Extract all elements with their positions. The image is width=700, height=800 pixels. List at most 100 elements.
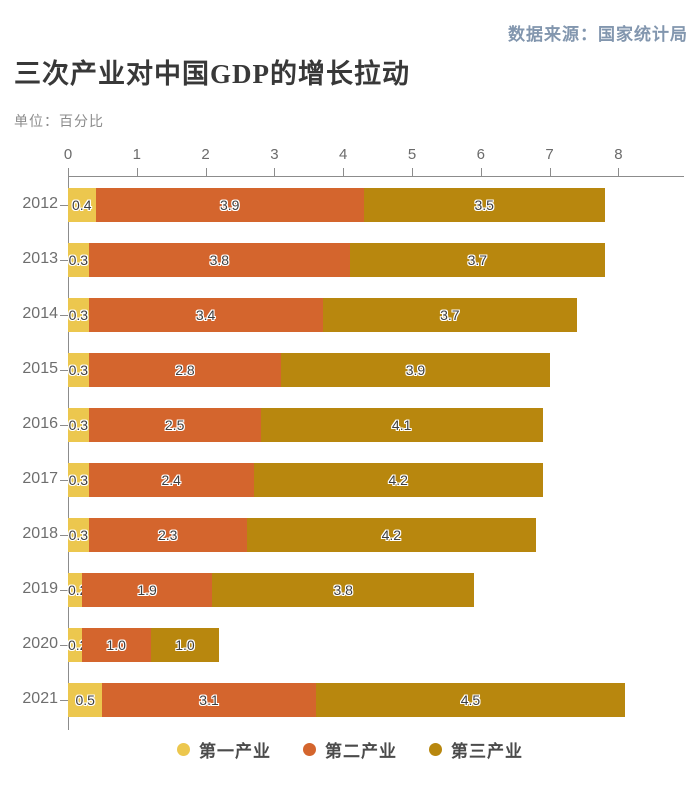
chart-legend: 第一产业 第二产业 第三产业 xyxy=(0,737,700,762)
segment-value-label: 0.3 xyxy=(68,527,89,543)
unit-label: 单位：百分比 xyxy=(14,113,104,129)
year-tick xyxy=(60,590,68,591)
year-label: 2014 xyxy=(22,305,58,322)
segment-value-label: 2.4 xyxy=(161,472,181,488)
segment-value-label: 3.8 xyxy=(209,252,230,268)
year-label: 2013 xyxy=(22,250,58,267)
segment-value-label: 4.2 xyxy=(388,472,408,488)
x-axis-tick xyxy=(68,168,69,176)
bar-segment-第二产业: 3.9 xyxy=(95,188,364,222)
x-axis-tick-label: 1 xyxy=(132,146,141,163)
segment-value-label: 0.4 xyxy=(72,197,92,213)
x-axis-tick xyxy=(205,168,207,176)
bar-segment-第三产业: 3.9 xyxy=(281,353,550,387)
bar-segment-第二产业: 3.1 xyxy=(102,683,316,717)
x-axis-tick xyxy=(480,168,482,176)
y-axis-line xyxy=(68,176,69,730)
bar-segment-第三产业: 3.5 xyxy=(363,188,605,222)
bar-segment-第二产业: 3.4 xyxy=(88,298,323,332)
bar-segment-第二产业: 2.4 xyxy=(88,463,254,497)
bar-segment-第二产业: 2.3 xyxy=(88,518,247,552)
bar-segment-第一产业: 0.2 xyxy=(68,573,88,607)
bar-segment-第二产业: 2.8 xyxy=(88,353,282,387)
segment-value-label: 3.7 xyxy=(467,252,488,268)
data-source-label: 数据来源：国家统计局 xyxy=(508,25,688,44)
segment-value-label: 0.2 xyxy=(68,582,88,598)
segment-value-label: 2.3 xyxy=(158,527,178,543)
bar-segment-第二产业: 1.9 xyxy=(81,573,213,607)
year-tick xyxy=(60,370,68,371)
bar-segment-第一产业: 0.3 xyxy=(68,463,89,497)
segment-value-label: 3.8 xyxy=(333,582,353,598)
x-axis-tick xyxy=(343,168,345,176)
year-label: 2019 xyxy=(22,580,58,597)
x-axis-line xyxy=(68,176,684,177)
legend-label: 第二产业 xyxy=(325,742,397,761)
year-tick xyxy=(60,425,68,426)
segment-value-label: 4.1 xyxy=(391,417,412,433)
legend-label: 第三产业 xyxy=(451,742,523,761)
bar-segment-第一产业: 0.4 xyxy=(68,188,96,222)
segment-value-label: 3.9 xyxy=(405,362,426,378)
x-axis-tick-label: 4 xyxy=(339,146,348,163)
year-tick xyxy=(60,260,68,261)
bar-segment-第一产业: 0.3 xyxy=(68,518,89,552)
x-axis-tick xyxy=(412,168,413,176)
legend-swatch xyxy=(303,743,316,756)
year-tick xyxy=(60,645,68,646)
segment-value-label: 3.1 xyxy=(199,692,219,708)
year-tick xyxy=(60,315,68,316)
year-tick xyxy=(60,535,68,536)
segment-value-label: 4.2 xyxy=(381,527,402,543)
legend-swatch xyxy=(429,743,442,756)
bar-segment-第三产业: 4.2 xyxy=(253,463,543,497)
bar-segment-第一产业: 0.3 xyxy=(68,353,89,387)
year-tick xyxy=(60,480,68,481)
year-label: 2012 xyxy=(22,195,58,212)
year-tick xyxy=(60,205,68,206)
year-label: 2020 xyxy=(22,635,58,652)
bar-segment-第二产业: 3.8 xyxy=(88,243,351,277)
legend-label: 第一产业 xyxy=(199,742,271,761)
segment-value-label: 4.5 xyxy=(460,692,481,708)
x-axis-tick-label: 8 xyxy=(614,146,623,163)
bar-segment-第三产业: 4.5 xyxy=(315,683,626,717)
bar-segment-第三产业: 3.7 xyxy=(350,243,605,277)
segment-value-label: 0.3 xyxy=(68,252,89,268)
year-label: 2015 xyxy=(22,360,58,377)
segment-value-label: 1.9 xyxy=(137,582,157,598)
segment-value-label: 2.8 xyxy=(175,362,195,378)
legend-swatch xyxy=(177,743,190,756)
legend-item: 第二产业 xyxy=(303,737,397,762)
segment-value-label: 2.5 xyxy=(164,417,185,433)
x-axis-tick xyxy=(549,168,551,176)
bar-segment-第三产业: 3.8 xyxy=(212,573,474,607)
legend-item: 第一产业 xyxy=(177,737,271,762)
year-label: 2021 xyxy=(22,690,58,707)
bar-segment-第一产业: 0.5 xyxy=(68,683,103,717)
bar-segment-第三产业: 1.0 xyxy=(150,628,220,662)
x-axis-tick-label: 5 xyxy=(407,146,417,163)
year-label: 2018 xyxy=(22,525,58,542)
bar-segment-第一产业: 0.3 xyxy=(68,243,89,277)
bar-segment-第一产业: 0.2 xyxy=(68,628,87,662)
bar-segment-第三产业: 4.1 xyxy=(260,408,543,442)
year-label: 2017 xyxy=(22,470,58,487)
segment-value-label: 3.4 xyxy=(195,307,216,323)
segment-value-label: 0.5 xyxy=(75,692,95,708)
bar-segment-第二产业: 1.0 xyxy=(81,628,151,662)
x-axis-tick xyxy=(136,168,138,176)
x-axis-tick-label: 3 xyxy=(270,146,279,163)
year-tick xyxy=(60,700,68,701)
segment-value-label: 3.7 xyxy=(440,307,460,323)
bar-segment-第一产业: 0.3 xyxy=(68,298,89,332)
segment-value-label: 0.3 xyxy=(68,472,89,488)
bar-segment-第一产业: 0.3 xyxy=(68,408,89,442)
x-axis-tick-label: 2 xyxy=(201,146,210,163)
segment-value-label: 3.9 xyxy=(219,197,240,213)
chart-title: 三次产业对中国GDP的增长拉动 xyxy=(14,59,410,89)
bar-segment-第三产业: 3.7 xyxy=(322,298,578,332)
segment-value-label: 0.3 xyxy=(68,307,89,323)
legend-item: 第三产业 xyxy=(429,737,523,762)
